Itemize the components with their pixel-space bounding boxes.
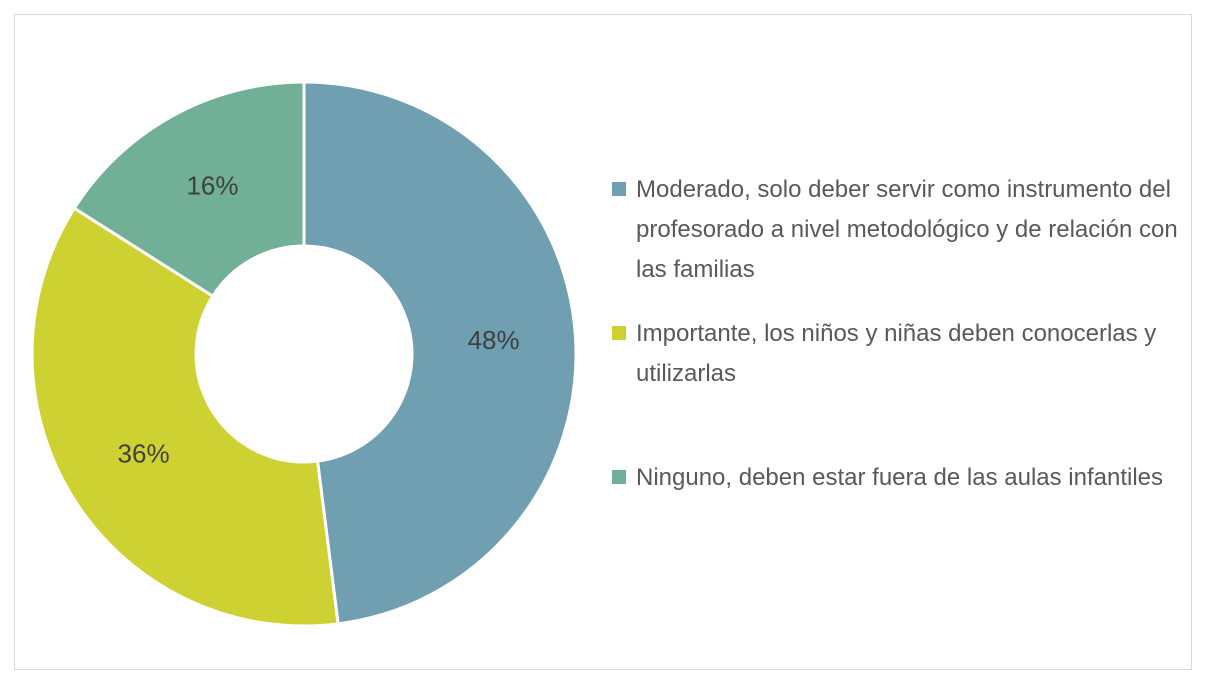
data-label: 16% (186, 170, 238, 200)
legend-entry: Importante, los niños y niñas deben cono… (612, 314, 1187, 394)
chart-border (14, 14, 1192, 670)
legend-swatch (612, 470, 626, 484)
data-label: 48% (468, 325, 520, 355)
legend-entry: Ninguno, deben estar fuera de las aulas … (612, 458, 1187, 498)
legend-label: Importante, los niños y niñas deben cono… (636, 320, 1157, 387)
legend-label: Moderado, solo deber servir como instrum… (636, 176, 1178, 283)
donut-slice (302, 80, 578, 626)
donut-slice (30, 206, 340, 628)
donut-slice (72, 80, 306, 299)
legend-swatch (612, 182, 626, 196)
legend-label: Ninguno, deben estar fuera de las aulas … (636, 464, 1164, 491)
data-label: 36% (118, 439, 170, 469)
legend-entry: Moderado, solo deber servir como instrum… (612, 170, 1187, 290)
legend-swatch (612, 326, 626, 340)
